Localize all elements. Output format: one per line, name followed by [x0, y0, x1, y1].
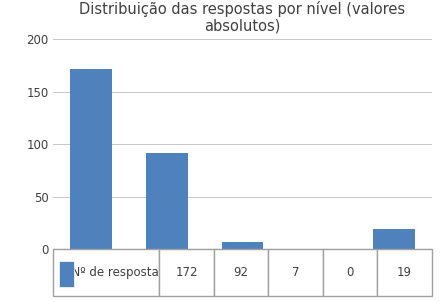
Bar — [70, 69, 112, 249]
Bar — [59, 261, 74, 287]
Title: Distribuição das respostas por nível (valores
absolutos): Distribuição das respostas por nível (va… — [80, 1, 405, 34]
Bar — [373, 229, 415, 249]
Bar — [222, 242, 263, 249]
Bar — [146, 153, 188, 249]
